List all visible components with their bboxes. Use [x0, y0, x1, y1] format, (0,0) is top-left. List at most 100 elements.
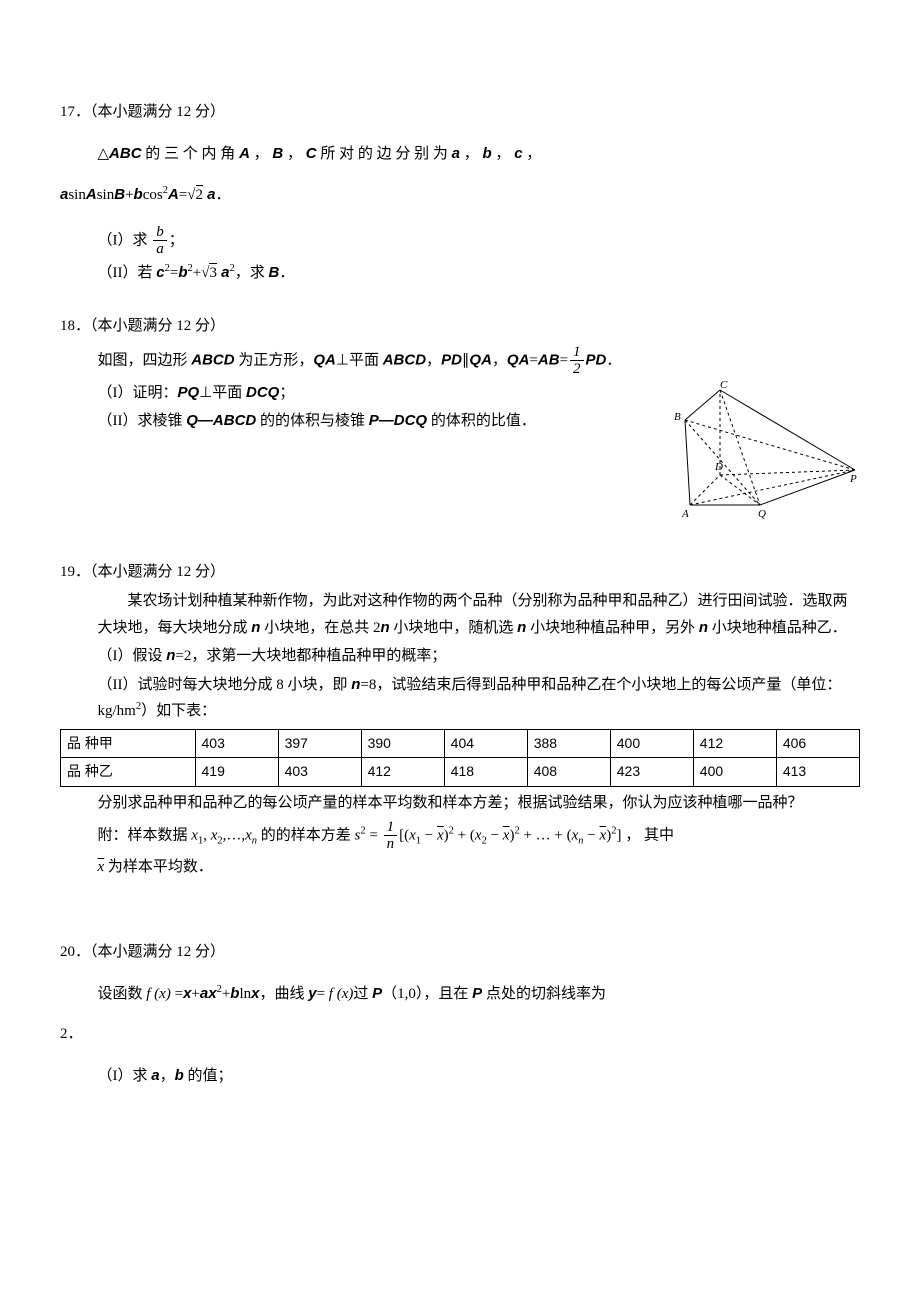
t: （II）试验时每大块地分成 8 小块，即: [98, 677, 352, 693]
sep: ，: [283, 146, 306, 162]
P: P: [472, 985, 482, 1002]
t: （I）假设: [98, 648, 167, 664]
t: ，: [426, 352, 441, 368]
A: A: [86, 186, 97, 203]
t: （II）求棱锥: [98, 413, 187, 429]
t: 小块地，在总共 2: [260, 620, 380, 636]
QA: QA: [507, 351, 530, 368]
PD: PD: [586, 351, 607, 368]
problem-17-head: 17．（本小题满分 12 分）: [60, 100, 860, 126]
minus: −: [487, 827, 503, 843]
problem-17-part1: （I）求 ba；: [98, 224, 861, 258]
t: （I）求: [98, 1068, 152, 1084]
t: （1,0），且在: [382, 986, 472, 1002]
x: x: [409, 827, 416, 843]
P: P: [372, 985, 382, 1002]
figure-pyramid: A B C D Q P: [660, 380, 860, 520]
frac-b-a: ba: [153, 224, 167, 258]
problem-19-part1: （I）假设 n=2，求第一大块地都种植品种甲的概率；: [98, 643, 861, 670]
t: ，求: [235, 265, 269, 281]
problem-19-formula: 附：样本数据 x1, x2,…,xn 的的样本方差 s2 = 1n[(x1 − …: [98, 819, 861, 853]
PQ: PQ: [178, 384, 200, 401]
t: ，: [492, 352, 507, 368]
QABCD: Q—ABCD: [186, 412, 256, 429]
xbar: x: [437, 827, 444, 843]
problem-19-part2: （II）试验时每大块地分成 8 小块，即 n=8，试验结束后得到品种甲和品种乙在…: [98, 672, 861, 725]
ABCD: ABCD: [383, 351, 426, 368]
problem-19-head: 19．（本小题满分 12 分）: [60, 560, 860, 586]
t: 的值；: [184, 1068, 233, 1084]
t: 的的样本方差: [257, 827, 355, 843]
B: B: [268, 264, 279, 281]
label-C: C: [720, 380, 728, 391]
eq: =: [179, 187, 187, 203]
eq: =: [529, 352, 537, 368]
n: n: [380, 619, 389, 636]
plus: + … + (: [520, 827, 572, 843]
frac-half: 12: [570, 344, 584, 378]
sep: ，: [460, 146, 483, 162]
problem-17: 17．（本小题满分 12 分） △ABC 的 三 个 内 角 A ， B ， C…: [60, 100, 860, 286]
cell: 419: [195, 758, 278, 787]
problem-19: 19．（本小题满分 12 分） 某农场计划种植某种新作物，为此对这种作物的两个品…: [60, 560, 860, 881]
label-P: P: [849, 473, 857, 485]
triangle-sym: △: [98, 146, 110, 162]
dot: ．: [606, 352, 621, 368]
t: ⊥平面: [336, 352, 383, 368]
dot: ．: [279, 265, 294, 281]
minus: −: [584, 827, 600, 843]
problem-17-line2: asinAsinB+bcos2A=√2 a．: [60, 182, 860, 209]
QA: QA: [469, 351, 492, 368]
a: a: [217, 264, 230, 281]
problem-20-part1: （I）求 a，b 的值；: [98, 1063, 861, 1090]
cell: 404: [444, 729, 527, 758]
y: y: [308, 985, 316, 1002]
plus: +: [193, 265, 201, 281]
a: a: [452, 145, 460, 162]
t: ）如下表：: [141, 703, 216, 719]
sqrt-2: √2: [187, 183, 203, 209]
label-B: B: [674, 411, 681, 423]
row-label-jia: 品 种甲: [61, 729, 196, 758]
t: 的体积的比值．: [427, 413, 536, 429]
problem-18-head: 18．（本小题满分 12 分）: [60, 314, 860, 340]
label-D: D: [714, 461, 723, 473]
cell: 400: [693, 758, 776, 787]
cell: 403: [278, 758, 361, 787]
b: b: [483, 145, 492, 162]
t: ⊥平面: [199, 385, 246, 401]
t: 设函数: [98, 986, 147, 1002]
label: （I）求: [98, 232, 148, 248]
open: [(: [399, 827, 409, 843]
eq: =: [560, 352, 568, 368]
a: a: [151, 1067, 159, 1084]
n: n: [699, 619, 708, 636]
cell: 412: [693, 729, 776, 758]
b: b: [175, 1067, 184, 1084]
c: c: [156, 264, 164, 281]
sep: ，: [492, 146, 515, 162]
t: 小块地中，随机选: [390, 620, 518, 636]
cos: cos: [143, 187, 163, 203]
eq: =: [171, 986, 183, 1002]
plus: +: [125, 187, 133, 203]
tri-name: ABC: [109, 145, 142, 162]
cell: 408: [527, 758, 610, 787]
cell: 423: [610, 758, 693, 787]
pyramid-svg: A B C D Q P: [660, 380, 860, 520]
eq: =: [366, 827, 382, 843]
sep: ，: [250, 146, 273, 162]
cell: 418: [444, 758, 527, 787]
b: b: [134, 186, 143, 203]
n: n: [517, 619, 526, 636]
label-Q: Q: [758, 508, 766, 520]
table-row: 品 种甲 403 397 390 404 388 400 412 406: [61, 729, 860, 758]
plus: + (: [454, 827, 475, 843]
t: 为样本平均数．: [104, 859, 213, 875]
problem-20-line2: 2．: [60, 1022, 860, 1048]
cell: 397: [278, 729, 361, 758]
problem-20-line1: 设函数 f (x) =x+ax2+blnx，曲线 y= f (x)过 P（1,0…: [98, 981, 861, 1008]
row-label-yi: 品 种乙: [61, 758, 196, 787]
problem-17-line1: △ABC 的 三 个 内 角 A ， B ， C 所 对 的 边 分 别 为 a…: [98, 141, 861, 168]
t: 的的体积与棱锥: [256, 413, 369, 429]
